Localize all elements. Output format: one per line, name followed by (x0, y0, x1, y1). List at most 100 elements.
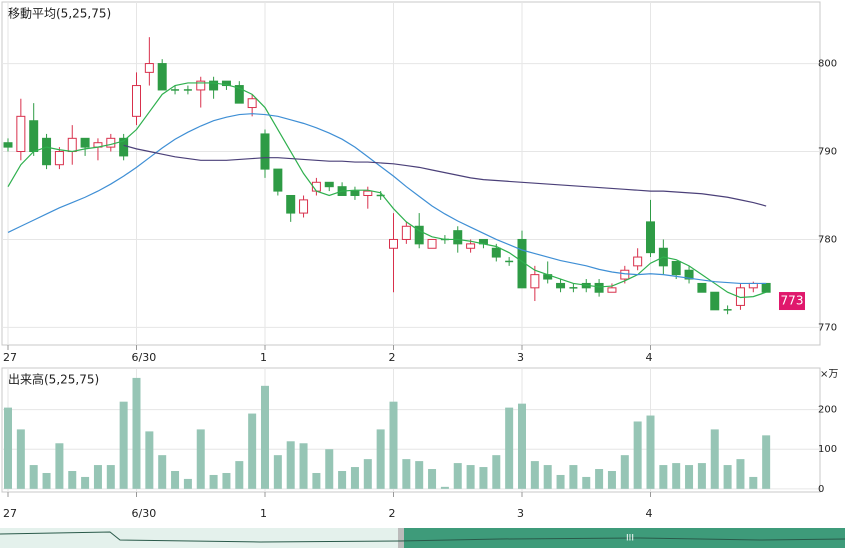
navigator-handle[interactable] (398, 528, 404, 548)
volume-bar (505, 407, 514, 489)
candle-body (620, 269, 630, 280)
volume-bar (235, 461, 244, 489)
candle-body (748, 282, 758, 289)
volume-unit: ×万 (820, 369, 838, 380)
candle-body (54, 151, 64, 166)
x-tick-label: 27 (3, 507, 17, 520)
candle-body (67, 137, 77, 153)
volume-bar (106, 465, 115, 489)
x-tick-label: 3 (517, 351, 524, 364)
x-tick-label: 6/30 (132, 507, 157, 520)
volume-bar (299, 443, 308, 489)
volume-bar (569, 465, 578, 489)
volume-bar (723, 465, 732, 489)
volume-bar (132, 377, 141, 489)
volume-bar (530, 461, 539, 489)
candle-body (401, 225, 411, 240)
volume-bar (209, 474, 218, 489)
navigator-line (0, 531, 846, 543)
volume-bar (633, 421, 642, 489)
price-title: 移動平均(5,25,75) (8, 7, 111, 21)
volume-bar (55, 443, 64, 489)
y-tick-label: 0 (818, 484, 824, 495)
x-tick-label: 2 (389, 351, 396, 364)
candle-body (530, 274, 540, 289)
volume-bar (196, 429, 205, 489)
volume-bar (261, 385, 269, 489)
volume-bar (119, 401, 128, 489)
volume-bar (466, 465, 475, 489)
volume-bar (607, 471, 616, 489)
volume-bar (620, 455, 629, 489)
candle-body (761, 282, 771, 293)
y-tick-label: 790 (818, 147, 837, 158)
navigator-grip[interactable]: III (626, 534, 634, 544)
volume-bar (762, 435, 771, 489)
x-tick-label: 1 (260, 507, 267, 520)
volume-bar (440, 486, 449, 489)
volume-bar (350, 467, 359, 489)
volume-bar (338, 471, 347, 489)
volume-bar (492, 455, 501, 489)
x-tick-label: 27 (3, 351, 17, 364)
candle-body (157, 63, 167, 91)
volume-bar (145, 431, 154, 489)
candle-body (80, 137, 90, 148)
volume-bar (363, 459, 372, 489)
y-tick-label: 770 (818, 322, 837, 333)
candle-body (324, 181, 334, 188)
candle-body (633, 256, 643, 267)
volume-bar (710, 429, 719, 489)
candle-body (414, 225, 424, 245)
volume-bar (68, 471, 77, 489)
candle-body (209, 80, 219, 91)
volume-bar (93, 465, 102, 489)
volume-bar (518, 403, 526, 489)
candle-body (132, 85, 141, 117)
x-tick-label: 3 (517, 507, 524, 520)
volume-bar (582, 476, 591, 489)
volume-bar (312, 472, 321, 489)
candle-body (697, 282, 707, 293)
candle-body (299, 199, 309, 214)
candle-body (260, 133, 270, 170)
volume-bar (171, 471, 180, 489)
volume-bar (273, 455, 282, 489)
candle-body (16, 115, 26, 153)
volume-bar (325, 449, 334, 489)
candle-body (671, 260, 681, 276)
y-tick-label: 780 (818, 234, 837, 245)
candle-body (221, 80, 231, 87)
candle-body (594, 282, 604, 293)
volume-bar (697, 463, 706, 489)
volume-bar (16, 429, 25, 489)
navigator-track (0, 528, 404, 548)
volume-bar (672, 463, 681, 489)
candle-body (646, 221, 655, 254)
volume-bar (428, 469, 437, 489)
moving-average-line (7, 113, 767, 285)
candle-body (144, 63, 154, 73)
volume-bar (402, 459, 411, 489)
last-price-box (779, 292, 805, 311)
volume-bar (479, 467, 488, 489)
volume-bar (376, 429, 385, 489)
candle-body (466, 243, 476, 249)
candle-body (106, 137, 116, 148)
volume-bar (749, 476, 758, 489)
candle-body (247, 98, 257, 109)
volume-bar (453, 463, 462, 489)
x-tick-label: 4 (646, 507, 653, 520)
candle-body (3, 142, 13, 148)
volume-bar (685, 465, 694, 489)
candle-body (607, 287, 617, 293)
x-tick-label: 1 (260, 351, 267, 364)
candle-body (710, 291, 720, 311)
candle-body (286, 194, 296, 214)
volume-bar (222, 472, 231, 489)
candle-body (29, 120, 39, 153)
candle-body (427, 238, 437, 249)
y-tick-label: 800 (818, 59, 837, 70)
volume-bar (389, 401, 398, 489)
